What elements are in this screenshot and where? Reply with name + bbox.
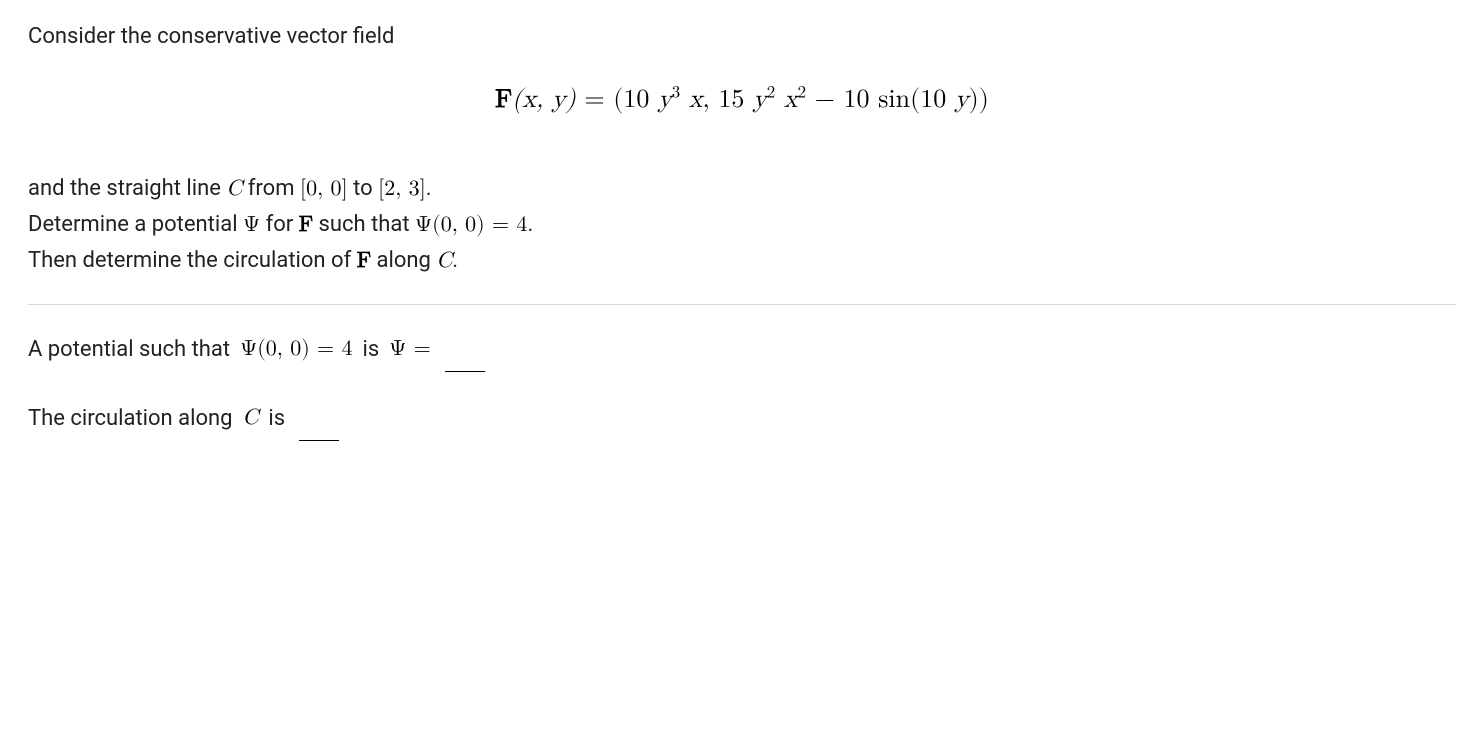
formula-open: ( — [613, 87, 623, 113]
body-line-2: Determine a potential Ψ for F such that … — [28, 208, 1456, 242]
l2-mid2: such that — [313, 212, 415, 237]
l1-mid: from — [242, 176, 300, 201]
formula-eq: = — [576, 87, 614, 113]
t1-x: x — [680, 87, 702, 113]
l1-to: to — [348, 176, 378, 201]
t2-coeff: 15 — [718, 87, 753, 113]
formula-F: F — [495, 87, 512, 113]
point-1[interactable]: [0, 0] — [300, 178, 348, 200]
l1-C: C — [226, 178, 242, 200]
sep: , — [703, 87, 719, 113]
t2-sup2b: 2 — [798, 84, 806, 101]
l3-C: C — [436, 250, 452, 272]
answer-2-row: The circulation along C is — [28, 402, 1456, 435]
l2-pre: Determine a potential — [28, 212, 243, 237]
body-line-1: and the straight line C from [0, 0] to [… — [28, 172, 1456, 206]
l2-end: . — [527, 212, 533, 237]
l3-end: . — [452, 248, 458, 273]
formula-close: )) — [969, 87, 989, 113]
a1-math: Ψ(0, 0) = 4 — [240, 333, 352, 366]
t1-coeff: 10 — [623, 87, 658, 113]
t2-sup2a: 2 — [767, 84, 775, 101]
l2-psiargs: Ψ(0, 0) = 4 — [415, 214, 527, 236]
t2-x: x — [775, 87, 797, 113]
a2-is: is — [268, 402, 285, 435]
t2-y: y — [753, 87, 767, 113]
l3-F: F — [357, 250, 371, 272]
l2-mid: for — [260, 212, 299, 237]
minus-sin: − 10 sin(10 — [806, 87, 955, 113]
intro-text: Consider the conservative vector field — [28, 20, 1456, 53]
point-2: [2, 3] — [378, 178, 426, 200]
l3-mid: along — [371, 248, 436, 273]
vector-field-formula: F(x, y) = (10 y3 x, 15 y2 x2 − 10 sin(10… — [28, 81, 1456, 120]
l1-pre: and the straight line — [28, 176, 226, 201]
a1-psi-eq: Ψ = — [389, 333, 431, 366]
answer-1-blank[interactable] — [445, 347, 485, 372]
divider — [28, 304, 1456, 305]
body-line-3: Then determine the circulation of F alon… — [28, 244, 1456, 278]
a2-pre: The circulation along — [28, 402, 233, 435]
l1-end: . — [426, 176, 432, 201]
t1-sup3: 3 — [672, 84, 680, 101]
a1-pre: A potential such that — [28, 333, 230, 366]
a2-C: C — [243, 402, 259, 435]
answer-2-blank[interactable] — [299, 416, 339, 441]
l2-F: F — [299, 214, 313, 236]
l2-psi: Ψ — [243, 214, 260, 236]
t1-y: y — [658, 87, 672, 113]
l3-pre: Then determine the circulation of — [28, 248, 357, 273]
a1-is: is — [362, 333, 379, 366]
formula-args: (x, y) — [512, 87, 576, 113]
sin-y: y — [955, 87, 969, 113]
answer-1-row: A potential such that Ψ(0, 0) = 4 is Ψ = — [28, 333, 1456, 366]
